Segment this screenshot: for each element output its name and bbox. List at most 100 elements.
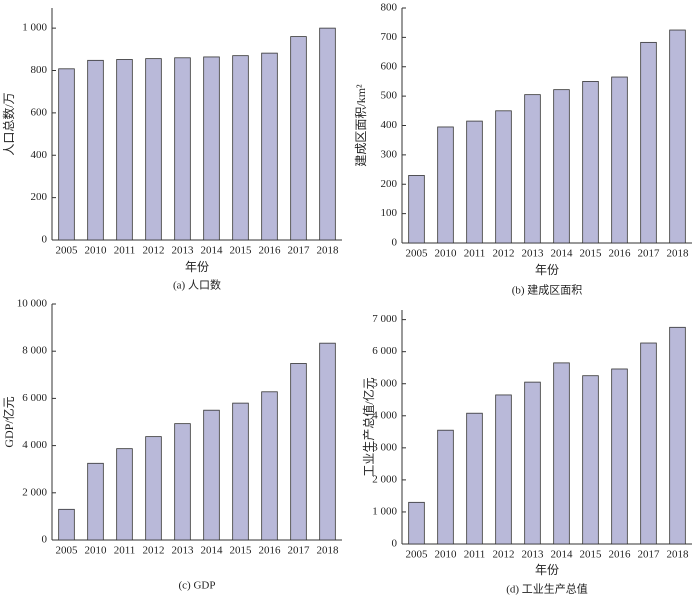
bar	[319, 27, 336, 241]
bar	[553, 362, 570, 545]
bar	[611, 368, 628, 545]
bar	[261, 391, 278, 541]
bar	[437, 429, 454, 545]
y-tick-label: 200	[31, 191, 48, 203]
y-tick-label: 1 000	[372, 505, 397, 517]
x-tick-label: 2014	[551, 248, 574, 260]
bar	[553, 89, 570, 244]
x-tick-label: 2015	[230, 545, 253, 557]
x-tick-label: 2010	[85, 545, 108, 557]
y-axis-label: 工业生产总值/亿元	[361, 377, 376, 476]
x-tick-label: 2018	[667, 549, 690, 561]
y-tick-label: 300	[381, 148, 398, 160]
x-tick-label: 2013	[172, 245, 195, 257]
bar	[524, 381, 541, 545]
x-tick-label: 2012	[143, 245, 165, 257]
bar	[145, 436, 162, 541]
x-tick-label: 2014	[201, 545, 224, 557]
y-tick-label: 2 000	[22, 486, 47, 498]
caption: (c) GDP	[179, 580, 216, 592]
x-tick-label: 2012	[143, 545, 165, 557]
bar	[524, 94, 541, 244]
y-tick-label: 200	[381, 178, 398, 190]
bar	[466, 412, 483, 545]
x-tick-label: 2018	[667, 248, 690, 260]
bar	[290, 363, 307, 541]
x-tick-label: 2005	[56, 245, 79, 257]
bar	[87, 462, 104, 541]
y-tick-label: 6 000	[372, 345, 397, 357]
y-tick-label: 3 000	[372, 441, 397, 453]
x-tick-label: 2013	[522, 248, 545, 260]
x-tick-label: 2012	[493, 248, 515, 260]
bar	[669, 326, 686, 545]
bar	[582, 81, 599, 244]
y-tick-label: 5 000	[372, 377, 397, 389]
bar	[261, 52, 278, 241]
y-tick-label: 700	[381, 31, 398, 43]
bar	[408, 501, 425, 545]
x-tick-label: 2017	[638, 549, 661, 561]
x-tick-label: 2013	[172, 545, 195, 557]
y-tick-label: 6 000	[22, 392, 47, 404]
y-tick-label: 4 000	[372, 409, 397, 421]
caption: (a) 人口数	[173, 279, 221, 292]
bar	[203, 409, 220, 541]
bar	[58, 68, 75, 241]
y-tick-label: 10 000	[17, 298, 48, 310]
y-tick-label: 0	[392, 538, 398, 550]
y-axis-label: 人口总数/万	[1, 92, 16, 155]
x-tick-label: 2014	[551, 549, 574, 561]
bar	[408, 175, 425, 244]
bar	[640, 41, 657, 244]
y-axis-label: GDP/亿元	[1, 396, 16, 447]
x-tick-label: 2016	[259, 545, 282, 557]
caption: (d) 工业生产总值	[506, 582, 588, 596]
bar	[640, 342, 657, 545]
bar	[116, 448, 133, 541]
x-tick-label: 2005	[56, 545, 79, 557]
bar	[174, 57, 191, 241]
bar	[669, 29, 686, 244]
x-tick-label: 2011	[114, 245, 136, 257]
y-tick-label: 1 000	[22, 22, 47, 34]
x-axis-label: 年份	[535, 263, 559, 277]
x-tick-label: 2016	[259, 245, 282, 257]
x-tick-label: 2011	[114, 545, 136, 557]
x-tick-label: 2010	[85, 245, 108, 257]
x-tick-label: 2010	[435, 549, 458, 561]
x-tick-label: 2012	[493, 549, 515, 561]
bar	[319, 342, 336, 541]
x-axis-label: 年份	[185, 260, 209, 274]
bar	[495, 394, 512, 545]
bar	[495, 110, 512, 244]
y-tick-label: 4 000	[22, 439, 47, 451]
x-tick-label: 2010	[435, 248, 458, 260]
y-tick-label: 0	[42, 234, 48, 246]
y-tick-label: 600	[31, 106, 48, 118]
bar	[582, 375, 599, 545]
x-tick-label: 2018	[317, 245, 340, 257]
y-tick-label: 0	[42, 534, 48, 546]
y-tick-label: 0	[392, 237, 398, 249]
x-tick-label: 2005	[406, 549, 429, 561]
bar	[437, 126, 454, 244]
bar	[58, 508, 75, 541]
y-tick-label: 800	[31, 64, 48, 76]
bar	[145, 58, 162, 241]
x-tick-label: 2017	[288, 545, 311, 557]
y-tick-label: 400	[381, 119, 398, 131]
x-tick-label: 2015	[580, 248, 603, 260]
bar	[466, 120, 483, 244]
x-tick-label: 2005	[406, 248, 429, 260]
x-axis-label: 年份	[535, 563, 559, 577]
x-tick-label: 2011	[464, 248, 486, 260]
bar	[203, 56, 220, 241]
x-tick-label: 2017	[638, 248, 661, 260]
bar	[290, 36, 307, 241]
x-tick-label: 2016	[609, 549, 632, 561]
x-tick-label: 2015	[580, 549, 603, 561]
y-tick-label: 400	[31, 149, 48, 161]
bar	[174, 423, 191, 541]
